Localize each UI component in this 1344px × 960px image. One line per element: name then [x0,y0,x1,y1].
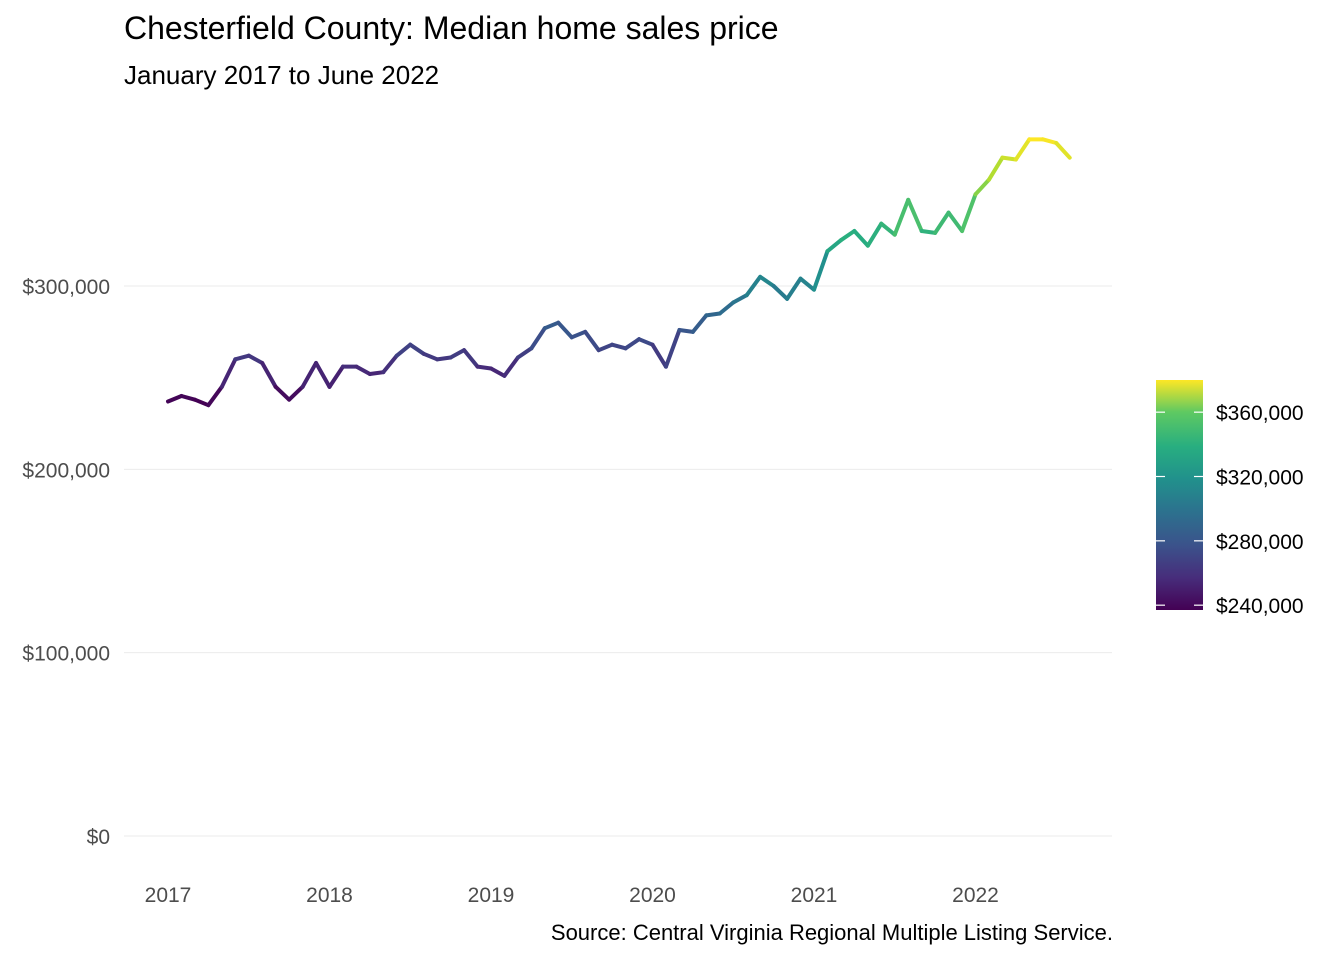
line-segment [421,351,440,362]
line-segment [462,348,480,369]
line-segment [704,311,722,318]
line-segment [260,361,278,389]
line-segment [865,221,884,248]
y-tick-label: $100,000 [22,643,110,666]
x-axis-ticks: 2017 2018 2019 2020 2021 2022 [145,884,999,907]
line-segment [314,361,332,389]
x-tick-label: 2020 [629,884,676,907]
line-segment [650,342,668,369]
x-tick-label: 2019 [468,884,515,907]
line-segment [394,342,413,358]
chart-subtitle: January 2017 to June 2022 [124,60,440,90]
line-segment [192,397,211,408]
gridlines [124,285,1112,837]
line-segment [973,177,991,197]
line-segment [744,274,763,298]
legend-tick-label: $280,000 [1216,531,1304,554]
legend-tick-label: $240,000 [1216,595,1304,618]
line-segment [785,276,803,301]
line-segment [166,394,184,404]
line-segment [448,348,467,360]
line-segment [919,229,938,235]
chart-title: Chesterfield County: Median home sales p… [124,10,779,46]
line-segment [838,229,857,243]
line-segment [287,384,305,402]
y-tick-label: $200,000 [22,459,110,482]
y-axis-ticks: $0 $100,000 $200,000 $300,000 [22,276,110,849]
x-tick-label: 2017 [145,884,192,907]
line-segment [663,328,682,369]
x-tick-label: 2021 [791,884,838,907]
line-segment [677,328,695,334]
line-segment [367,370,386,376]
line-segment [610,342,628,351]
line-segment [906,197,924,233]
line-segment [758,274,776,288]
line-segment [489,366,507,378]
line-segment [219,357,238,389]
line-segment [502,355,520,378]
line-segment [435,355,453,362]
y-tick-label: $0 [87,826,110,849]
line-segment [300,361,319,389]
line-segment [233,353,251,362]
x-tick-label: 2022 [952,884,999,907]
line-segment [569,329,588,340]
x-tick-label: 2018 [306,884,353,907]
line-segment [542,320,561,331]
line-segment [717,300,736,316]
line-segment [825,238,843,254]
price-series-line [166,137,1072,408]
line-segment [1013,137,1032,162]
line-segment [273,384,292,402]
line-segment [1054,141,1072,160]
line-segment [556,320,574,340]
color-legend: $240,000 $280,000 $320,000 $360,000 [1156,380,1304,618]
line-segment [596,342,615,353]
line-segment [327,364,345,389]
line-segment [933,210,951,235]
line-segment [690,313,709,334]
line-segment [852,229,870,248]
line-segment [515,346,534,360]
line-segment [798,276,816,292]
line-segment [179,394,197,402]
line-segment [623,337,642,351]
line-segment [960,192,978,233]
legend-tick-label: $360,000 [1216,402,1304,425]
line-segment [206,384,224,408]
line-segment [1040,137,1059,145]
y-tick-label: $300,000 [22,276,110,299]
line-segment [986,155,1005,182]
line-segment [1000,155,1018,162]
source-caption: Source: Central Virginia Regional Multip… [550,920,1113,945]
line-segment [354,364,372,376]
line-segment [812,249,830,292]
line-segment [408,342,426,356]
line-segment [946,210,965,233]
line-segment [879,221,897,237]
line-segment [583,329,601,353]
line-segment [731,293,749,305]
line-segment [381,353,399,375]
legend-tick-label: $320,000 [1216,467,1304,490]
line-segment [475,364,493,371]
line-segment [892,197,911,237]
line-segment [246,353,265,365]
line-segment [771,284,790,301]
legend-colorbar [1156,380,1203,610]
line-segment [529,326,547,351]
line-segment [637,337,655,347]
